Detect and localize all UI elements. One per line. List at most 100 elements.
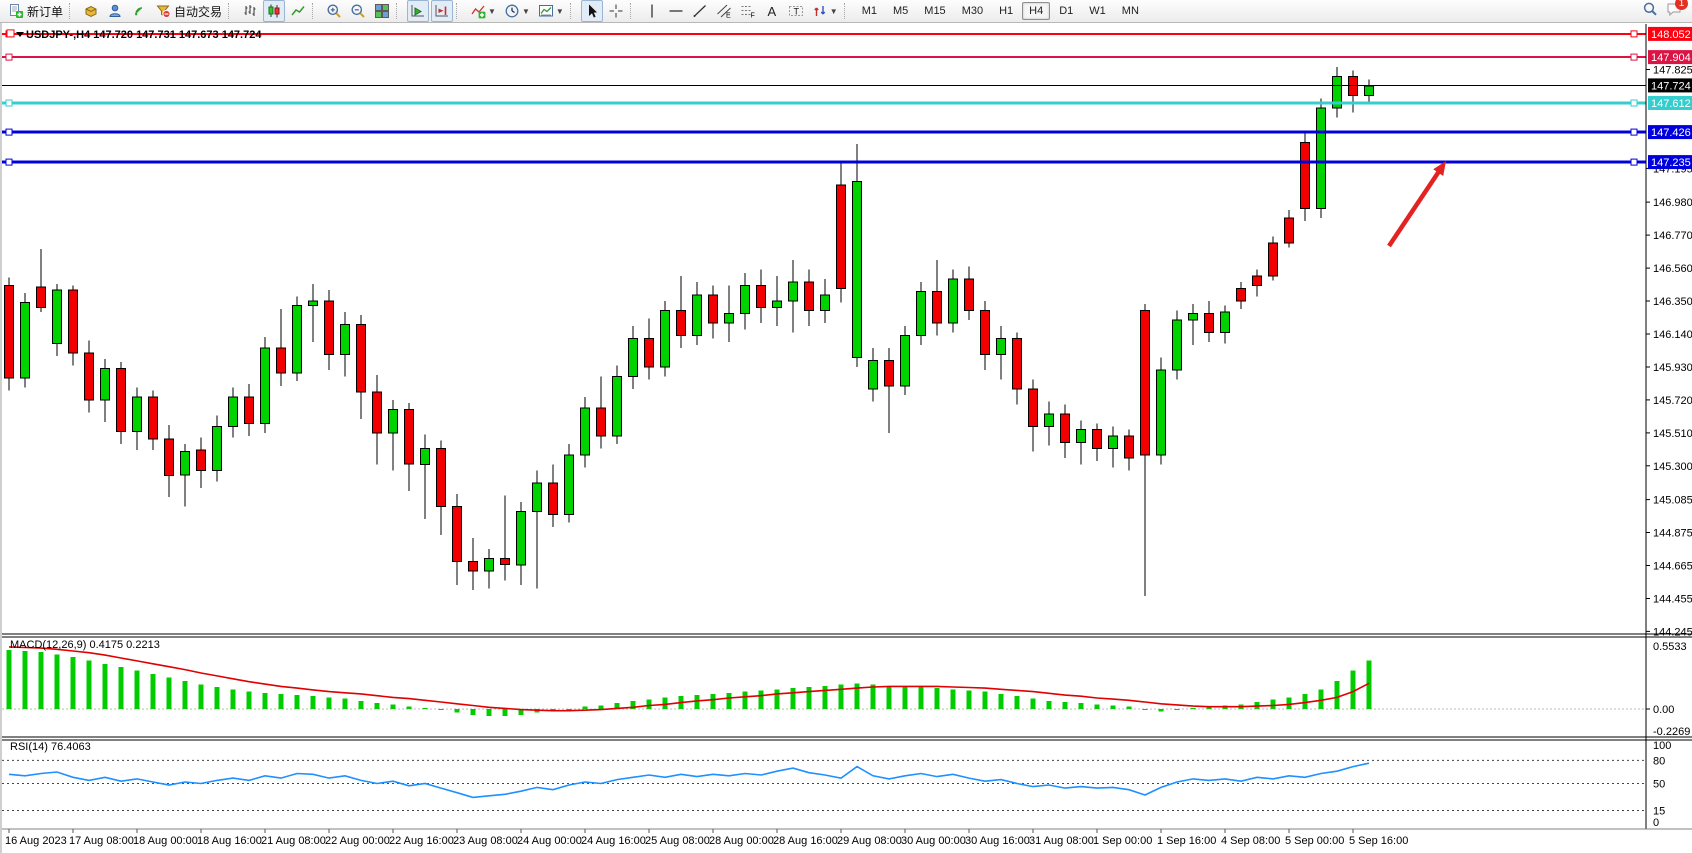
timeframe-h1-button[interactable]: H1 — [999, 5, 1014, 17]
zoom-out-icon — [351, 4, 365, 18]
market-watch-button[interactable] — [80, 0, 102, 22]
timeframe-d1-button[interactable]: D1 — [1059, 5, 1074, 17]
timeframe-m5-button[interactable]: M5 — [893, 5, 909, 17]
level-line-147.426[interactable] — [2, 128, 1646, 136]
fibonacci-button[interactable]: F — [737, 0, 759, 22]
svg-text:146.560: 146.560 — [1653, 263, 1692, 275]
market-watch-icon — [85, 5, 97, 18]
indicators-button[interactable]: ▼ — [467, 0, 499, 22]
svg-text:23 Aug 08:00: 23 Aug 08:00 — [453, 835, 518, 847]
new-order-button-label: 新订单 — [27, 4, 64, 19]
svg-text:-0.2269: -0.2269 — [1653, 726, 1690, 738]
candles-icon — [268, 4, 280, 18]
timeframe-w1-button[interactable]: W1 — [1089, 5, 1106, 17]
zoom-in-icon — [327, 4, 341, 18]
profiles-button[interactable] — [104, 0, 126, 22]
svg-text:145.510: 145.510 — [1653, 428, 1692, 440]
periods-button[interactable]: ▼ — [501, 0, 533, 22]
svg-text:147.612: 147.612 — [1651, 98, 1691, 110]
text-tool-button[interactable]: A — [761, 0, 783, 22]
timeframe-m30-button[interactable]: M30 — [961, 5, 984, 17]
trendline-button[interactable] — [689, 0, 711, 22]
svg-text:31 Aug 08:00: 31 Aug 08:00 — [1029, 835, 1094, 847]
bars-icon — [244, 5, 256, 16]
zoom-in-button[interactable] — [323, 0, 345, 22]
toolbar-separator — [843, 3, 852, 19]
dropdown-caret-icon[interactable]: ▼ — [555, 6, 564, 16]
svg-text:16 Aug 2023: 16 Aug 2023 — [5, 835, 67, 847]
line-chart-mode-button[interactable] — [287, 0, 309, 22]
horizontal-line-button[interactable] — [665, 0, 687, 22]
svg-text:147.904: 147.904 — [1651, 52, 1691, 64]
templates-button[interactable]: ▼ — [535, 0, 567, 22]
toolbar-separator — [396, 3, 404, 19]
timeframe-m1-button[interactable]: M1 — [861, 5, 877, 17]
toolbar-separator — [69, 3, 77, 19]
auto-scroll-button[interactable] — [407, 0, 430, 22]
svg-text:145.930: 145.930 — [1653, 362, 1692, 374]
svg-text:24 Aug 00:00: 24 Aug 00:00 — [517, 835, 582, 847]
level-price-label: 147.426 — [1648, 125, 1692, 140]
dropdown-caret-icon[interactable]: ▼ — [829, 6, 838, 16]
trendline-icon — [693, 5, 706, 17]
chat-button[interactable]: 1 — [1666, 0, 1688, 22]
title-dropdown-icon[interactable] — [16, 32, 24, 37]
arrows-icon — [814, 6, 826, 16]
label-tool-button[interactable]: T — [785, 0, 807, 22]
svg-text:E: E — [726, 13, 731, 20]
level-line-147.612[interactable] — [2, 99, 1646, 107]
chart-window: 147.825 147.195 146.980 146.770 146.560 146.3… — [0, 23, 1692, 853]
line-anchor-marker[interactable] — [6, 29, 15, 38]
dropdown-caret-icon[interactable]: ▼ — [521, 6, 530, 16]
periods-icon — [505, 4, 519, 18]
trend-arrow-annotation[interactable] — [1387, 161, 1446, 248]
equidistant-channel-button[interactable]: E — [713, 0, 735, 22]
svg-text:18 Aug 00:00: 18 Aug 00:00 — [133, 835, 198, 847]
rsi-line — [8, 762, 1370, 799]
auto-trading-button[interactable]: 自动交易 — [152, 0, 225, 22]
level-price-label: 147.235 — [1648, 155, 1692, 170]
timeframe-mn-button[interactable]: MN — [1121, 5, 1139, 17]
svg-text:145.085: 145.085 — [1653, 495, 1692, 507]
toolbar-right-group: 1 — [1642, 0, 1692, 22]
svg-text:50: 50 — [1653, 779, 1665, 791]
svg-text:T: T — [793, 7, 799, 17]
svg-text:146.140: 146.140 — [1653, 329, 1692, 341]
toolbar-separator — [312, 3, 320, 19]
svg-text:F: F — [750, 13, 754, 20]
candles-layer — [4, 67, 1374, 597]
rsi-levels: 100 80 50 150 — [2, 740, 1671, 829]
chart-symbol-title: USDJPY-,H4 147.720 147.731 147.673 147.7… — [26, 29, 262, 41]
chart-canvas[interactable]: 147.825 147.195 146.980 146.770 146.560 146.3… — [2, 23, 1692, 853]
chart-shift-button[interactable] — [431, 0, 454, 22]
toolbar-separator — [456, 3, 464, 19]
level-line-147.235[interactable] — [2, 158, 1646, 166]
dropdown-caret-icon[interactable]: ▼ — [488, 6, 496, 16]
svg-text:146.980: 146.980 — [1653, 197, 1692, 209]
tile-windows-button[interactable] — [371, 0, 393, 22]
svg-text:5 Sep 16:00: 5 Sep 16:00 — [1349, 835, 1408, 847]
timeframe-h4-button[interactable]: H4 — [1022, 2, 1051, 20]
time-axis: 16 Aug 2023 17 Aug 08:00 18 Aug 00:00 18 Au… — [5, 829, 1408, 847]
new-order-button[interactable]: 新订单 — [5, 0, 66, 22]
svg-text:15: 15 — [1653, 806, 1665, 818]
pane-separators[interactable] — [2, 633, 1692, 741]
cursor-button[interactable] — [580, 0, 603, 22]
text-icon: A — [767, 4, 776, 19]
vline-icon — [651, 4, 653, 18]
bar-chart-mode-button[interactable] — [239, 0, 261, 22]
svg-text:18 Aug 16:00: 18 Aug 16:00 — [197, 835, 262, 847]
search-icon — [1643, 2, 1657, 16]
signals-button[interactable] — [128, 0, 150, 22]
svg-text:22 Aug 00:00: 22 Aug 00:00 — [325, 835, 390, 847]
timeframe-m15-button[interactable]: M15 — [924, 5, 946, 17]
vertical-line-button[interactable] — [641, 0, 663, 22]
svg-text:25 Aug 08:00: 25 Aug 08:00 — [645, 835, 710, 847]
toolbar-separator — [569, 3, 578, 19]
arrows-tool-button[interactable]: ▼ — [809, 0, 841, 22]
level-line-147.904[interactable] — [2, 53, 1646, 61]
crosshair-button[interactable] — [605, 0, 627, 22]
candlestick-mode-button[interactable] — [263, 0, 286, 22]
zoom-out-button[interactable] — [347, 0, 369, 22]
search-button[interactable] — [1642, 1, 1658, 22]
